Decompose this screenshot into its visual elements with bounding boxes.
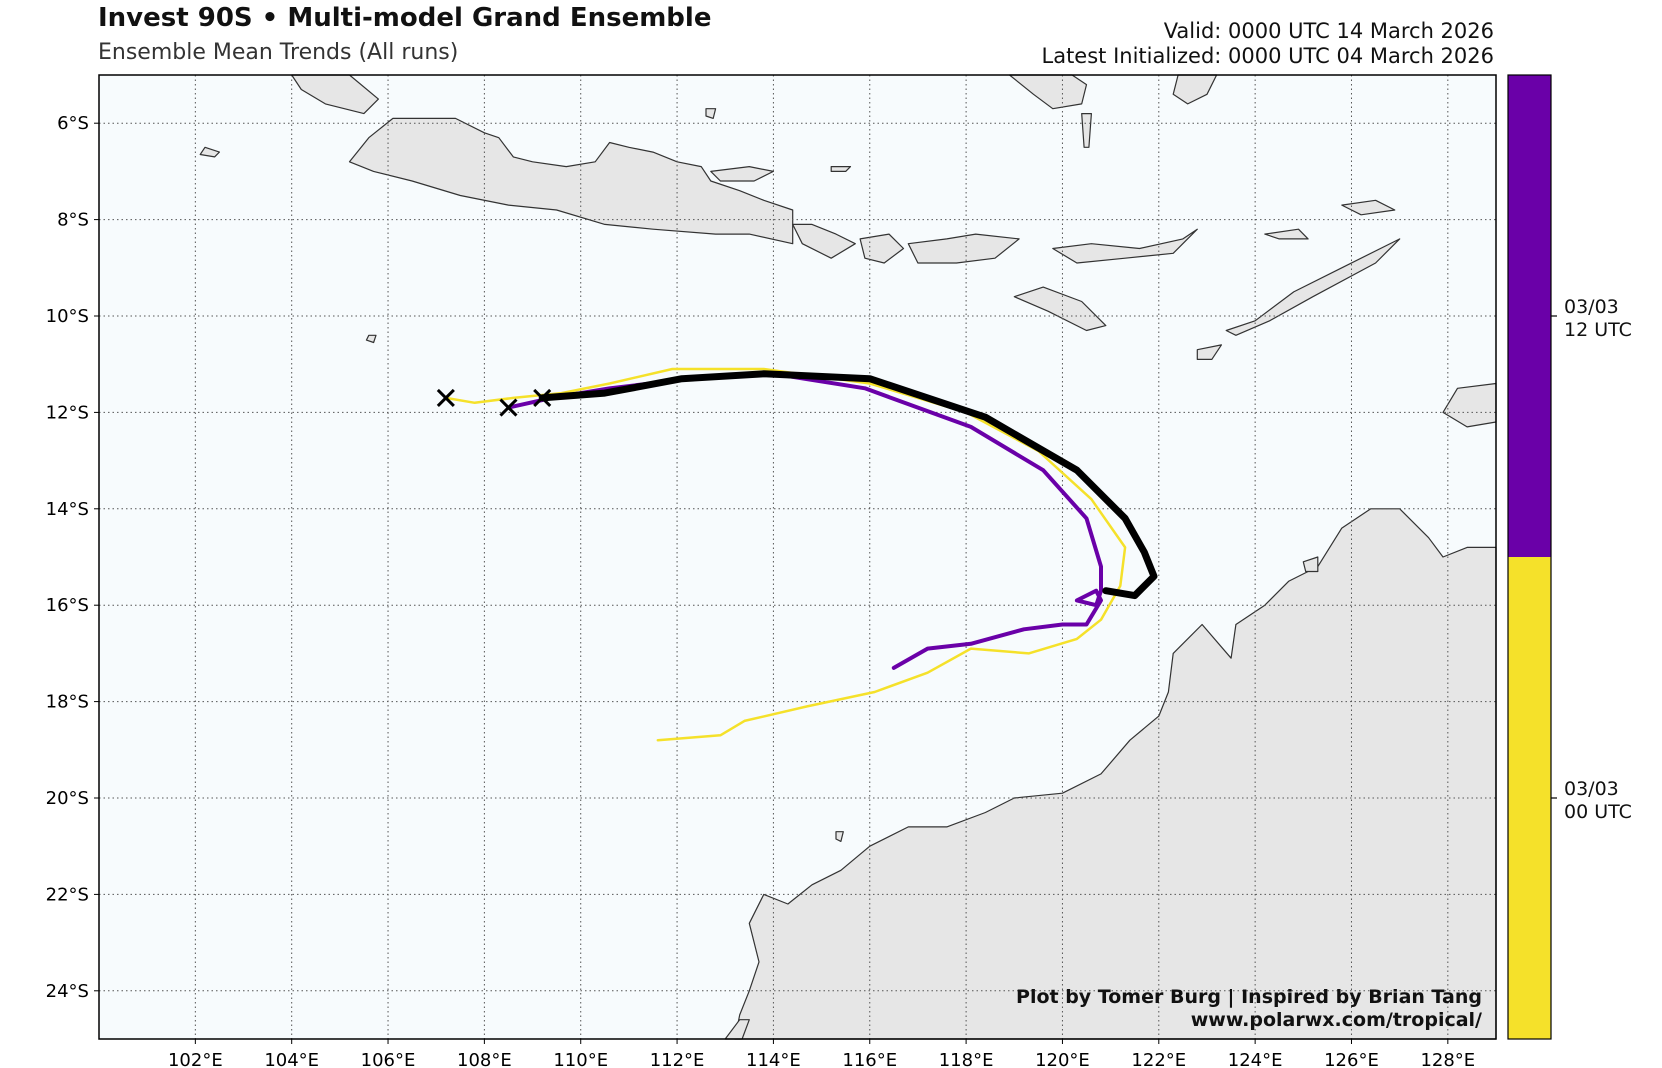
credit-line: Plot by Tomer Burg | Inspired by Brian T… bbox=[1016, 986, 1482, 1008]
track-start-marker bbox=[436, 388, 455, 408]
lon-tick-label: 110°E bbox=[553, 1050, 608, 1068]
colorbar-label-0000-time: 00 UTC bbox=[1564, 801, 1632, 823]
lat-tick-label: 10°S bbox=[46, 306, 89, 327]
marker-stroke bbox=[436, 388, 455, 408]
land-lombok bbox=[859, 233, 905, 264]
land-sumba bbox=[1013, 286, 1107, 332]
colorbar-label-1200-date: 03/03 bbox=[1564, 296, 1619, 318]
land-christmas bbox=[365, 334, 377, 344]
colorbar bbox=[1507, 74, 1557, 1040]
colorbar-segment-0000 bbox=[1508, 557, 1551, 1039]
gridlines bbox=[99, 75, 1496, 1039]
lat-tick-label: 16°S bbox=[46, 595, 89, 616]
land-layer bbox=[199, 74, 1497, 1040]
colorbar-label-1200: 03/03 12 UTC bbox=[1564, 296, 1632, 342]
map-subtitle: Ensemble Mean Trends (All runs) bbox=[98, 40, 459, 65]
lat-tick-label: 8°S bbox=[57, 210, 89, 231]
marker-stroke bbox=[499, 398, 518, 417]
land-madura bbox=[710, 166, 775, 182]
lat-tick-label: 6°S bbox=[57, 113, 89, 134]
land-java bbox=[348, 117, 794, 245]
land-bawean bbox=[705, 108, 717, 120]
land-barrow bbox=[835, 831, 844, 843]
lon-tick-label: 124°E bbox=[1228, 1050, 1283, 1068]
lon-tick-label: 118°E bbox=[939, 1050, 994, 1068]
lat-tick-label: 12°S bbox=[46, 402, 89, 423]
land-sm1 bbox=[199, 146, 220, 158]
map-frame bbox=[98, 74, 1497, 1040]
lon-tick-label: 114°E bbox=[746, 1050, 801, 1068]
lon-tick-label: 108°E bbox=[457, 1050, 512, 1068]
valid-time: Valid: 0000 UTC 14 March 2026 bbox=[1163, 19, 1494, 43]
colorbar-label-0000-date: 03/03 bbox=[1564, 778, 1619, 800]
map-title: Invest 90S • Multi-model Grand Ensemble bbox=[98, 3, 712, 33]
initialized-time: Latest Initialized: 0000 UTC 04 March 20… bbox=[1041, 44, 1495, 68]
lon-tick-label: 126°E bbox=[1324, 1050, 1379, 1068]
lat-tick-label: 24°S bbox=[46, 981, 89, 1002]
lon-tick-label: 116°E bbox=[842, 1050, 897, 1068]
lon-tick-label: 106°E bbox=[361, 1050, 416, 1068]
lat-tick-label: 20°S bbox=[46, 788, 89, 809]
colorbar-label-0000: 03/03 00 UTC bbox=[1564, 778, 1632, 824]
marker-stroke bbox=[533, 388, 552, 408]
lat-tick-label: 22°S bbox=[46, 884, 89, 905]
colorbar-frame bbox=[1507, 74, 1552, 1040]
lon-tick-label: 128°E bbox=[1420, 1050, 1475, 1068]
credit-url[interactable]: www.polarwx.com/tropical/ bbox=[1190, 1009, 1482, 1031]
lon-tick-label: 112°E bbox=[650, 1050, 705, 1068]
colorbar-label-1200-time: 12 UTC bbox=[1564, 319, 1632, 341]
track-ensemble-mean[interactable] bbox=[538, 370, 1158, 600]
lon-tick-label: 120°E bbox=[1035, 1050, 1090, 1068]
lat-tick-label: 14°S bbox=[46, 499, 89, 520]
colorbar-segment-1200 bbox=[1508, 75, 1551, 557]
land-bali bbox=[792, 223, 856, 259]
lon-tick-label: 122°E bbox=[1131, 1050, 1186, 1068]
land-selayar bbox=[1081, 112, 1093, 148]
track-start-marker bbox=[499, 398, 518, 417]
track-markers bbox=[436, 388, 552, 417]
land-rote bbox=[1196, 344, 1223, 360]
land-alor bbox=[1264, 228, 1309, 240]
land-flores bbox=[1052, 228, 1198, 264]
lon-tick-label: 104°E bbox=[264, 1050, 319, 1068]
land-timor bbox=[1225, 238, 1401, 336]
land-sumbawa bbox=[907, 233, 1020, 264]
axis-ticks: 102°E 104°E 106°E 108°E 110°E 112°E 114°E 116°E… bbox=[46, 113, 1476, 1068]
land-kangean bbox=[830, 166, 852, 172]
tracks bbox=[444, 367, 1158, 742]
land-wetar bbox=[1341, 199, 1396, 216]
land-kimberley-isl bbox=[1302, 556, 1319, 573]
track-03-03-00-utc[interactable] bbox=[444, 367, 1127, 742]
lat-tick-label: 18°S bbox=[46, 692, 89, 713]
lon-tick-label: 102°E bbox=[168, 1050, 223, 1068]
track-start-marker bbox=[533, 388, 552, 408]
